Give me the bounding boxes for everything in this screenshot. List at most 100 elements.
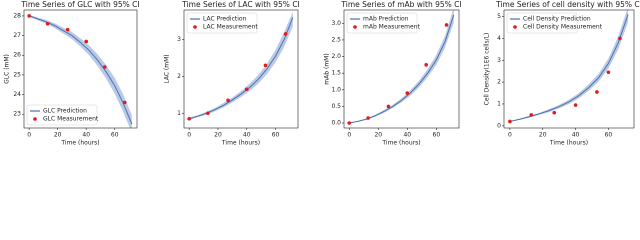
plot-frame	[23, 9, 138, 129]
x-tick-label: 0	[508, 132, 512, 139]
y-tick-label: 23	[13, 111, 21, 118]
confidence-band	[189, 11, 293, 120]
legend-label: GLC Prediction	[43, 108, 87, 115]
legend-label: mAb Prediction	[363, 16, 409, 23]
x-tick-label: 0	[347, 132, 351, 139]
x-axis-label: Time (hours)	[60, 140, 99, 147]
measurement-point	[618, 36, 622, 41]
y-tick-label: 1.0	[331, 86, 341, 93]
legend-marker	[193, 25, 197, 29]
y-tick-label: 1.5	[331, 70, 341, 77]
measurement-point	[187, 116, 191, 121]
chart-title: Time Series of LAC with 95% CI	[181, 0, 300, 9]
y-axis-label: LAC (mM)	[164, 54, 171, 83]
x-tick-label: 60	[605, 132, 613, 139]
x-tick-label: 40	[243, 132, 251, 139]
measurement-point	[405, 91, 410, 95]
y-tick-label: 26	[13, 52, 21, 59]
legend-label: mAb Measurement	[363, 24, 421, 31]
x-tick-label: 20	[214, 132, 222, 139]
y-tick-label: 3	[177, 36, 181, 43]
legend-marker	[513, 25, 517, 29]
x-tick-label: 20	[374, 132, 382, 139]
x-tick-label: 0	[27, 132, 31, 139]
measurement-point	[529, 113, 534, 117]
y-axis-label: mAb (mM)	[324, 53, 331, 84]
x-axis-label: Time (hours)	[221, 140, 260, 147]
x-tick-label: 20	[539, 132, 547, 139]
measurement-point	[84, 39, 89, 44]
x-tick-label: 0	[187, 132, 191, 139]
y-tick-label: 3	[497, 57, 501, 64]
y-tick-label: 28	[13, 12, 21, 19]
legend-marker	[33, 117, 37, 121]
confidence-band	[509, 10, 629, 122]
measurement-point	[347, 121, 352, 125]
legend-box	[186, 12, 258, 34]
y-tick-label: 2	[497, 79, 501, 86]
y-tick-label: 27	[13, 32, 21, 39]
x-axis-label: Time (hours)	[381, 140, 420, 147]
y-tick-label: 4	[497, 35, 501, 42]
measurement-point	[386, 104, 391, 109]
y-tick-label: 3.0	[331, 20, 341, 27]
chart-title: Time Series of GLC with 95% CI	[20, 0, 139, 9]
plot-frame	[343, 9, 460, 129]
plot-frame	[183, 9, 299, 129]
y-tick-label: 24	[13, 91, 21, 98]
y-tick-label: 0.0	[331, 120, 341, 127]
y-tick-label: 2.5	[331, 36, 341, 43]
y-tick-label: 1	[497, 100, 501, 107]
x-axis-label: Time (hours)	[549, 140, 588, 147]
prediction-line	[509, 14, 629, 122]
y-tick-label: 0.5	[331, 103, 341, 110]
legend-box	[346, 12, 418, 34]
measurement-point	[65, 27, 70, 32]
y-tick-label: 25	[13, 71, 21, 78]
y-tick-label: 1	[177, 110, 181, 117]
measurement-point	[552, 110, 557, 115]
x-tick-label: 40	[403, 132, 411, 139]
x-tick-label: 60	[433, 132, 441, 139]
prediction-line	[28, 15, 133, 125]
legend-label: Cell Density Measurement	[523, 24, 603, 31]
y-tick-label: 2	[177, 73, 181, 80]
measurement-point	[102, 65, 107, 69]
x-tick-label: 60	[272, 132, 280, 139]
y-tick-label: 0	[497, 122, 501, 129]
measurement-point	[45, 21, 50, 26]
legend-marker	[353, 25, 357, 29]
x-tick-label: 60	[111, 132, 119, 139]
measurement-point	[206, 111, 210, 116]
y-axis-label: GLC (mM)	[4, 54, 11, 84]
measurement-point	[444, 23, 449, 27]
x-tick-label: 20	[54, 132, 62, 139]
measurement-point	[508, 119, 512, 124]
figure: Time Series of GLC with 95% CI Time (hour…	[4, 0, 640, 147]
measurement-point	[226, 98, 230, 103]
y-tick-label: 2.0	[331, 53, 341, 60]
legend-label: LAC Measurement	[203, 24, 258, 31]
legend-label: GLC Measurement	[43, 116, 99, 123]
measurement-point	[283, 32, 288, 36]
measurement-point	[263, 63, 268, 68]
measurement-point	[595, 90, 599, 94]
measurement-point	[27, 14, 31, 18]
legend-label: Cell Density Prediction	[523, 16, 591, 23]
measurement-point	[424, 63, 428, 67]
legend-box	[26, 104, 98, 126]
measurement-point	[244, 87, 249, 92]
chart-title: Time Series of mAb with 95% CI	[340, 0, 461, 9]
legend-box	[506, 12, 578, 34]
measurement-point	[573, 103, 578, 107]
measurement-point	[122, 100, 127, 105]
plot-frame	[503, 9, 635, 129]
x-tick-label: 40	[82, 132, 90, 139]
measurement-point	[606, 70, 611, 75]
measurement-point	[366, 116, 370, 120]
chart-title: Time Series of cell density with 95% CI	[495, 0, 640, 9]
y-axis-label: Cell Density(1E6 cells/L)	[484, 33, 491, 106]
legend-label: LAC Prediction	[203, 16, 247, 23]
y-tick-label: 5	[497, 13, 501, 20]
x-tick-label: 40	[572, 132, 580, 139]
